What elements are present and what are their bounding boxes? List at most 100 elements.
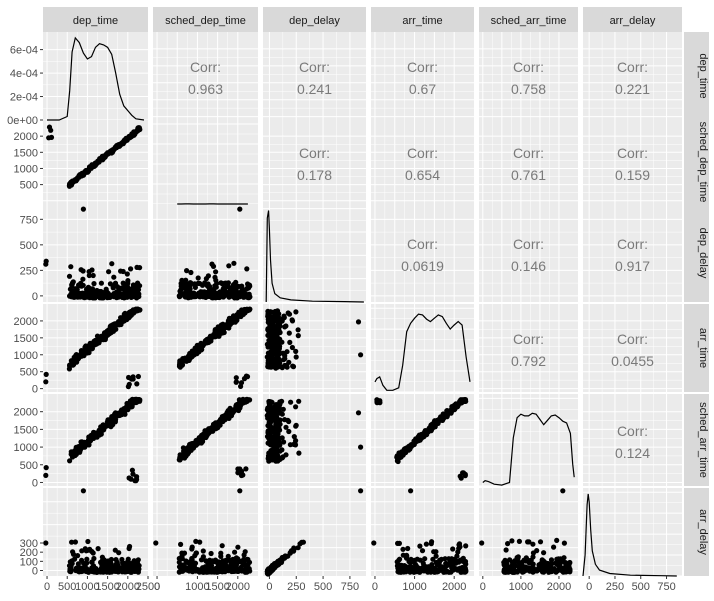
scatter-point bbox=[179, 569, 184, 574]
scatter-point bbox=[456, 560, 461, 565]
panel-background bbox=[153, 32, 258, 120]
scatter-point bbox=[214, 570, 219, 575]
scatter-point bbox=[43, 473, 48, 478]
x-tick-label: 250 bbox=[606, 581, 624, 593]
scatter-point bbox=[280, 557, 285, 562]
y-tick-label: 500 bbox=[20, 240, 38, 252]
scatter-point bbox=[432, 566, 437, 571]
y-tick-label: 0 bbox=[32, 477, 38, 489]
scatter-point bbox=[136, 374, 141, 379]
scatter-point bbox=[409, 566, 414, 571]
scatter-point bbox=[131, 285, 136, 290]
panel-background bbox=[263, 204, 366, 302]
scatter-point bbox=[137, 265, 142, 270]
x-tick-label: 500 bbox=[58, 581, 76, 593]
scatter-point bbox=[91, 550, 96, 555]
scatter-point bbox=[358, 352, 363, 357]
scatter-point bbox=[136, 566, 141, 571]
scatter-point bbox=[44, 465, 49, 470]
scatter-point bbox=[288, 400, 293, 405]
scatter-point bbox=[95, 337, 100, 342]
scatter-point bbox=[72, 557, 77, 562]
correlation-value: 0.221 bbox=[615, 81, 650, 97]
scatter-point bbox=[301, 540, 306, 545]
scatter-point bbox=[193, 294, 198, 299]
x-tick-label: 750 bbox=[341, 581, 359, 593]
y-tick-label: 1000 bbox=[14, 442, 38, 454]
scatter-point bbox=[226, 284, 231, 289]
y-tick-label: 0 bbox=[32, 291, 38, 303]
correlation-value: 0.241 bbox=[297, 81, 332, 97]
scatter-point bbox=[293, 309, 298, 314]
scatter-point bbox=[279, 447, 284, 452]
scatter-point bbox=[274, 422, 279, 427]
panel-background bbox=[583, 32, 682, 120]
scatter-point bbox=[204, 276, 209, 281]
scatter-point bbox=[268, 457, 273, 462]
scatter-point bbox=[281, 439, 286, 444]
scatter-point bbox=[227, 413, 232, 418]
scatter-point bbox=[296, 333, 301, 338]
scatter-point bbox=[119, 293, 124, 298]
y-tick-label: 2000 bbox=[14, 131, 38, 143]
scatter-point bbox=[122, 139, 127, 144]
correlation-value: 0.917 bbox=[615, 258, 650, 274]
panel-background bbox=[263, 120, 366, 204]
panel-sched_dep_time-arr_delay bbox=[583, 120, 682, 204]
column-strip-label: sched_dep_time bbox=[165, 15, 246, 27]
scatter-point bbox=[96, 546, 101, 551]
scatter-point bbox=[82, 345, 87, 350]
y-tick-label: 500 bbox=[20, 460, 38, 472]
scatter-point bbox=[268, 343, 273, 348]
scatter-point bbox=[122, 568, 127, 573]
x-tick-label: 500 bbox=[632, 581, 650, 593]
scatter-point bbox=[266, 413, 271, 418]
panel-background bbox=[583, 120, 682, 204]
scatter-point bbox=[108, 561, 113, 566]
scatter-point bbox=[107, 419, 112, 424]
scatter-point bbox=[188, 564, 193, 569]
scatter-point bbox=[421, 561, 426, 566]
x-tick-label: 0 bbox=[480, 581, 486, 593]
x-tick-label: 0 bbox=[266, 581, 272, 593]
panel-background bbox=[371, 204, 474, 302]
scatter-point bbox=[276, 346, 281, 351]
scatter-point bbox=[213, 420, 218, 425]
scatter-point bbox=[286, 360, 291, 365]
panel-background bbox=[371, 120, 474, 204]
scatter-point bbox=[136, 397, 141, 402]
scatter-point bbox=[268, 349, 273, 354]
scatter-point bbox=[197, 281, 202, 286]
correlation-value: 0.0619 bbox=[401, 258, 444, 274]
scatter-point bbox=[70, 178, 75, 183]
scatter-point bbox=[505, 541, 510, 546]
scatter-point bbox=[214, 281, 219, 286]
scatter-point bbox=[266, 320, 271, 325]
scatter-point bbox=[268, 330, 273, 335]
scatter-point bbox=[265, 354, 270, 359]
scatter-point bbox=[237, 207, 242, 212]
scatter-point bbox=[265, 407, 270, 412]
x-tick-label: 2000 bbox=[547, 581, 571, 593]
scatter-point bbox=[239, 380, 244, 385]
scatter-point bbox=[563, 569, 568, 574]
panel-sched_arr_time-arr_delay bbox=[583, 394, 682, 486]
correlation-value: 0.124 bbox=[615, 445, 650, 461]
scatter-point bbox=[100, 423, 105, 428]
panel-sched_arr_time-sched_arr_time bbox=[479, 394, 578, 486]
scatter-point bbox=[69, 282, 74, 287]
scatter-point bbox=[433, 423, 438, 428]
scatter-point bbox=[98, 157, 103, 162]
scatter-point bbox=[70, 561, 75, 566]
scatter-point bbox=[213, 269, 218, 274]
scatter-point bbox=[189, 354, 194, 359]
scatter-point bbox=[182, 285, 187, 290]
scatter-point bbox=[180, 359, 185, 364]
y-tick-label: 1500 bbox=[14, 333, 38, 345]
panel-background bbox=[263, 32, 366, 120]
scatter-point bbox=[283, 452, 288, 457]
panel-sched_dep_time-sched_arr_time bbox=[479, 120, 578, 204]
scatter-point bbox=[268, 309, 273, 314]
row-strip-label: arr_time bbox=[697, 328, 709, 368]
